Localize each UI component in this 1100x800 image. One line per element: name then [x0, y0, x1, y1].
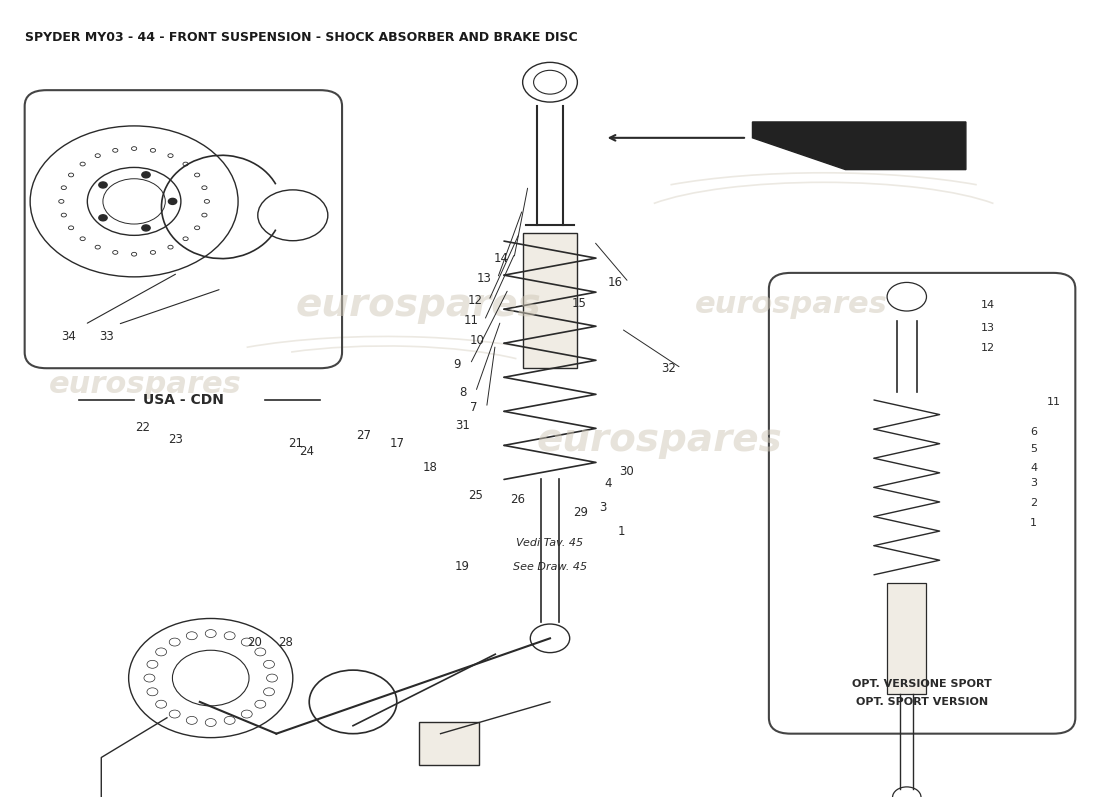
- Text: 11: 11: [464, 314, 478, 327]
- Text: 19: 19: [455, 560, 470, 574]
- Text: 18: 18: [422, 461, 437, 474]
- Text: 34: 34: [60, 330, 76, 343]
- Text: eurospares: eurospares: [296, 286, 541, 324]
- Text: 6: 6: [1031, 426, 1037, 437]
- Text: See Draw. 45: See Draw. 45: [513, 562, 587, 572]
- Text: 14: 14: [493, 252, 508, 265]
- Text: 27: 27: [356, 430, 372, 442]
- Text: 20: 20: [248, 636, 262, 649]
- FancyBboxPatch shape: [887, 582, 926, 694]
- Text: 10: 10: [470, 334, 484, 347]
- FancyBboxPatch shape: [419, 722, 478, 766]
- Circle shape: [168, 198, 177, 205]
- Text: 2: 2: [1031, 498, 1037, 508]
- Text: 12: 12: [981, 343, 994, 354]
- Text: 11: 11: [1046, 397, 1060, 406]
- Text: 12: 12: [469, 294, 483, 307]
- Text: 16: 16: [608, 276, 624, 289]
- Text: 4: 4: [1031, 462, 1037, 473]
- Text: 14: 14: [981, 300, 994, 310]
- Circle shape: [99, 214, 107, 221]
- Text: 25: 25: [469, 489, 483, 502]
- Text: 28: 28: [277, 636, 293, 649]
- Text: 22: 22: [135, 422, 151, 434]
- Text: 31: 31: [455, 419, 470, 432]
- Text: 17: 17: [389, 437, 405, 450]
- Text: 21: 21: [288, 437, 304, 450]
- Text: 1: 1: [1031, 518, 1037, 528]
- Text: 13: 13: [981, 323, 994, 334]
- Text: eurospares: eurospares: [537, 421, 782, 458]
- Text: 13: 13: [477, 272, 492, 285]
- Text: 32: 32: [661, 362, 675, 374]
- Text: eurospares: eurospares: [48, 370, 241, 398]
- Text: SPYDER MY03 - 44 - FRONT SUSPENSION - SHOCK ABSORBER AND BRAKE DISC: SPYDER MY03 - 44 - FRONT SUSPENSION - SH…: [24, 30, 578, 43]
- Text: 8: 8: [459, 386, 466, 398]
- Text: 1: 1: [617, 525, 625, 538]
- Text: Vedi Tav. 45: Vedi Tav. 45: [516, 538, 584, 548]
- Circle shape: [142, 225, 151, 231]
- Circle shape: [142, 172, 151, 178]
- Text: 9: 9: [453, 358, 461, 370]
- Text: USA - CDN: USA - CDN: [143, 393, 223, 407]
- Text: 29: 29: [573, 506, 588, 519]
- Text: 3: 3: [598, 501, 606, 514]
- Text: 5: 5: [1031, 444, 1037, 454]
- Text: 26: 26: [509, 493, 525, 506]
- Text: OPT. SPORT VERSION: OPT. SPORT VERSION: [856, 697, 988, 707]
- Text: 4: 4: [604, 477, 612, 490]
- Polygon shape: [752, 122, 966, 170]
- Text: 33: 33: [99, 330, 114, 343]
- Text: OPT. VERSIONE SPORT: OPT. VERSIONE SPORT: [852, 679, 992, 690]
- Text: 23: 23: [168, 434, 183, 446]
- Text: 24: 24: [299, 445, 315, 458]
- Text: 7: 7: [470, 402, 477, 414]
- Circle shape: [99, 182, 107, 188]
- FancyBboxPatch shape: [522, 233, 578, 368]
- Text: 15: 15: [572, 297, 587, 310]
- Text: 3: 3: [1031, 478, 1037, 489]
- Text: eurospares: eurospares: [694, 290, 888, 319]
- Text: 30: 30: [619, 465, 634, 478]
